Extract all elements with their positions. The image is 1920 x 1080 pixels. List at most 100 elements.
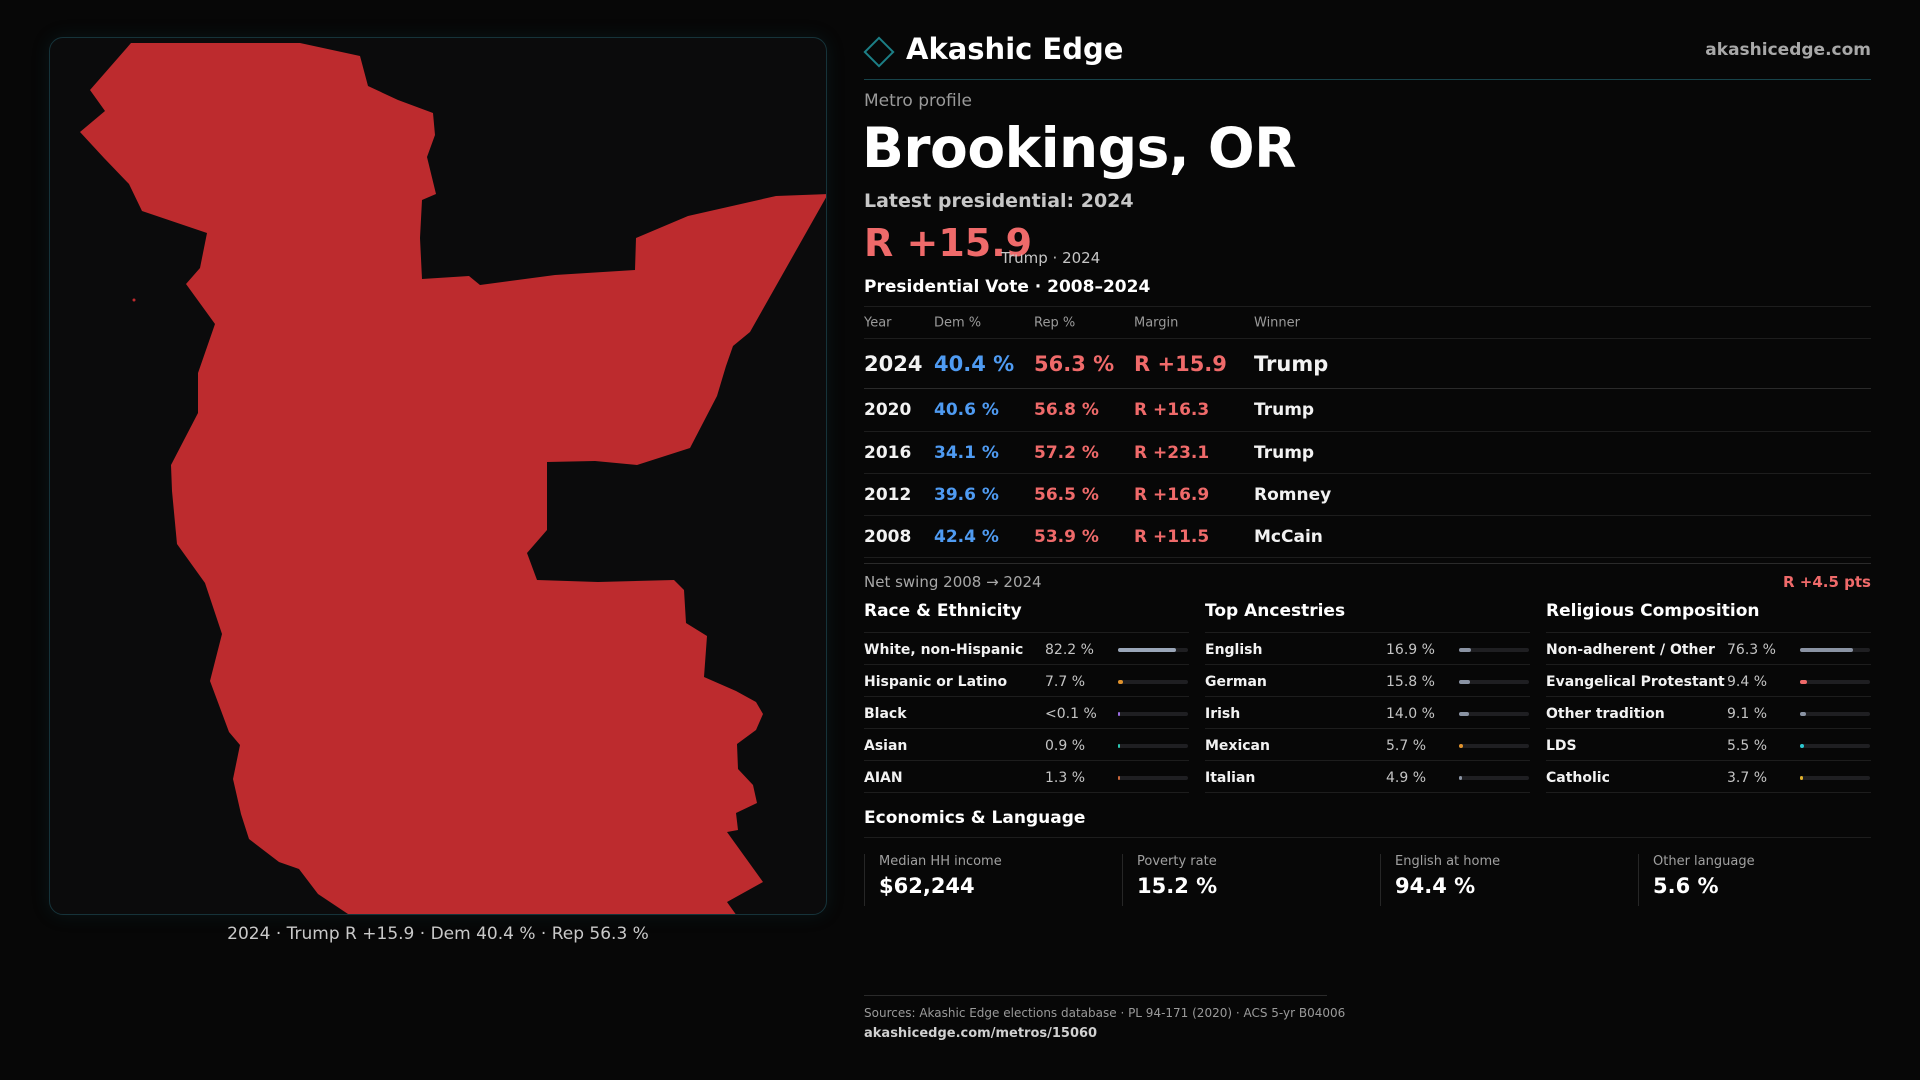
- share-bar-fill: [1800, 776, 1803, 780]
- demographic-label: German: [1205, 674, 1267, 690]
- demographic-value: 7.7 %: [1045, 674, 1086, 690]
- net-swing-value: R +4.5 pts: [1783, 573, 1871, 591]
- demographic-label: Irish: [1205, 706, 1241, 722]
- demographic-value: 5.5 %: [1727, 738, 1768, 754]
- demographic-value: 0.9 %: [1045, 738, 1086, 754]
- stat-label: Other language: [1653, 854, 1755, 869]
- dem-cell: 40.4 %: [934, 351, 1015, 376]
- table-row[interactable]: 2020 40.6 % 56.8 % R +16.3 Trump: [864, 389, 1871, 431]
- stat-value: 5.6 %: [1653, 874, 1719, 898]
- demographic-label: Black: [864, 706, 907, 722]
- share-bar: [1459, 648, 1529, 652]
- column-header: Margin: [1134, 315, 1179, 330]
- stat-value: 15.2 %: [1137, 874, 1218, 898]
- share-bar-fill: [1118, 680, 1123, 684]
- share-bar-fill: [1459, 776, 1462, 780]
- demographic-value: 15.8 %: [1386, 674, 1435, 690]
- year-cell: 2024: [864, 351, 923, 376]
- share-bar: [1800, 744, 1870, 748]
- header-divider: [864, 79, 1871, 80]
- demographic-row: Non-adherent / Other 76.3 %: [1546, 633, 1871, 665]
- table-row[interactable]: 2016 34.1 % 57.2 % R +23.1 Trump: [864, 431, 1871, 473]
- demographic-row: Other tradition 9.1 %: [1546, 697, 1871, 729]
- demographic-label: LDS: [1546, 738, 1577, 754]
- winner-cell: Trump: [1254, 400, 1315, 420]
- demographic-label: White, non-Hispanic: [864, 642, 1024, 658]
- demographic-label: AIAN: [864, 770, 903, 786]
- share-bar-fill: [1118, 712, 1120, 716]
- demographic-row: AIAN 1.3 %: [864, 761, 1189, 793]
- column-header: Rep %: [1034, 315, 1076, 330]
- demographic-value: 82.2 %: [1045, 642, 1094, 658]
- demographic-value: <0.1 %: [1045, 706, 1097, 722]
- share-bar: [1118, 648, 1188, 652]
- dem-cell: 42.4 %: [934, 526, 999, 547]
- rep-cell: 56.3 %: [1034, 351, 1115, 376]
- demographic-column-title: Top Ancestries: [1205, 601, 1530, 633]
- margin-cell: R +23.1: [1134, 442, 1210, 463]
- dem-cell: 34.1 %: [934, 442, 999, 463]
- headline-margin-sub: Trump · 2024: [1001, 249, 1101, 267]
- demographic-label: Mexican: [1205, 738, 1270, 754]
- stat-label: English at home: [1395, 854, 1501, 869]
- demographic-row: Mexican 5.7 %: [1205, 729, 1530, 761]
- demographic-value: 5.7 %: [1386, 738, 1427, 754]
- demographic-value: 9.1 %: [1727, 706, 1768, 722]
- demographic-label: Catholic: [1546, 770, 1610, 786]
- demographic-label: Italian: [1205, 770, 1256, 786]
- demographic-value: 4.9 %: [1386, 770, 1427, 786]
- demographic-column-title: Race & Ethnicity: [864, 601, 1189, 633]
- demographic-column-title: Religious Composition: [1546, 601, 1871, 633]
- share-bar-fill: [1459, 712, 1469, 716]
- economics-divider: [864, 837, 1871, 838]
- table-row[interactable]: 2024 40.4 % 56.3 % R +15.9 Trump: [864, 338, 1871, 389]
- demographic-label: Evangelical Protestant: [1546, 674, 1725, 690]
- demographic-column: Religious Composition Non-adherent / Othe…: [1546, 601, 1871, 793]
- share-bar: [1800, 776, 1870, 780]
- metro-url-link[interactable]: akashicedge.com/metros/15060: [864, 1026, 1098, 1041]
- stat-card-english: English at home 94.4 %: [1380, 854, 1638, 906]
- demographic-value: 14.0 %: [1386, 706, 1435, 722]
- winner-cell: Trump: [1254, 351, 1329, 376]
- column-header: Dem %: [934, 315, 982, 330]
- site-link[interactable]: akashicedge.com: [1705, 40, 1871, 60]
- sources-note: Sources: Akashic Edge elections database…: [864, 1006, 1346, 1020]
- demographic-value: 76.3 %: [1727, 642, 1776, 658]
- table-row[interactable]: 2008 42.4 % 53.9 % R +11.5 McCain: [864, 515, 1871, 557]
- vote-table: Year Dem % Rep % Margin Winner 2024 40.4…: [864, 306, 1871, 571]
- share-bar: [1118, 680, 1188, 684]
- metro-shape[interactable]: [80, 43, 827, 915]
- year-cell: 2020: [864, 400, 912, 420]
- share-bar-fill: [1800, 712, 1806, 716]
- dem-cell: 40.6 %: [934, 400, 999, 420]
- margin-cell: R +16.3: [1134, 400, 1210, 420]
- demographic-label: Other tradition: [1546, 706, 1665, 722]
- year-cell: 2016: [864, 442, 912, 463]
- vote-section-title: Presidential Vote · 2008–2024: [864, 277, 1151, 297]
- metro-map[interactable]: [50, 38, 827, 915]
- table-header-row: Year Dem % Rep % Margin Winner: [864, 306, 1871, 338]
- map-panel: [49, 37, 827, 915]
- column-header: Year: [864, 315, 892, 330]
- stat-card-poverty: Poverty rate 15.2 %: [1122, 854, 1380, 906]
- stat-card-income: Median HH income $62,244: [864, 854, 1122, 906]
- footer-divider: [864, 995, 1327, 996]
- share-bar-fill: [1800, 680, 1807, 684]
- demographic-row: English 16.9 %: [1205, 633, 1530, 665]
- share-bar-fill: [1118, 776, 1120, 780]
- share-bar: [1800, 712, 1870, 716]
- rep-cell: 56.5 %: [1034, 484, 1099, 505]
- share-bar-fill: [1118, 648, 1176, 652]
- margin-cell: R +16.9: [1134, 484, 1210, 505]
- demographic-row: LDS 5.5 %: [1546, 729, 1871, 761]
- map-caption: 2024 · Trump R +15.9 · Dem 40.4 % · Rep …: [227, 924, 649, 944]
- latest-election-label: Latest presidential: 2024: [864, 190, 1134, 212]
- winner-cell: Trump: [1254, 442, 1315, 463]
- winner-cell: McCain: [1254, 526, 1323, 547]
- share-bar: [1459, 712, 1529, 716]
- demographic-row: Catholic 3.7 %: [1546, 761, 1871, 793]
- table-row[interactable]: 2012 39.6 % 56.5 % R +16.9 Romney: [864, 473, 1871, 515]
- share-bar: [1459, 776, 1529, 780]
- demographic-row: Irish 14.0 %: [1205, 697, 1530, 729]
- map-fragment: [132, 298, 136, 302]
